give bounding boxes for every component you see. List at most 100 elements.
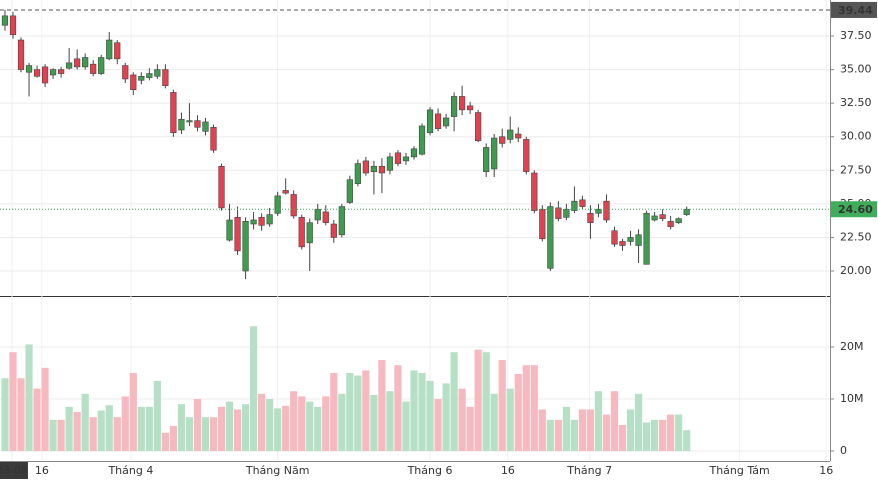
price-marker-label: 24.60: [838, 203, 873, 216]
candle-body: [370, 165, 377, 172]
x-tick-label: 16: [501, 464, 515, 477]
volume-bar: [554, 419, 562, 452]
candle-body: [290, 194, 297, 217]
volume-bar: [418, 373, 426, 452]
candle-body: [186, 120, 193, 123]
volume-bar: [354, 375, 362, 452]
x-tick-label: 16: [819, 464, 833, 477]
volume-bar: [113, 417, 121, 452]
candle-body: [306, 222, 313, 244]
candle-body: [258, 216, 265, 226]
x-tick-label: 03-08: [0, 464, 28, 477]
candle-body: [539, 208, 546, 240]
y-tick-label: 37.50: [840, 29, 872, 42]
volume-bar: [522, 365, 530, 452]
volume-bar: [338, 393, 346, 452]
volume-bar: [482, 352, 490, 452]
volume-bar: [466, 406, 474, 452]
candle-body: [218, 165, 225, 209]
volume-bar: [25, 344, 33, 452]
candle-body: [675, 218, 682, 223]
volume-bar: [274, 408, 282, 452]
candle-body: [242, 221, 249, 272]
volume-bar: [659, 419, 667, 452]
volume-bar: [17, 378, 25, 452]
volume-bar: [290, 391, 298, 452]
volume-bar: [626, 409, 635, 452]
candle-body: [507, 129, 514, 140]
volume-bar: [442, 383, 450, 452]
volume-bar: [161, 432, 169, 452]
volume-bar: [209, 417, 218, 452]
candle-body: [298, 216, 305, 248]
volume-bar: [618, 425, 627, 452]
volume-bar: [514, 374, 522, 452]
volume-bar: [378, 360, 386, 452]
volume-bar: [402, 401, 410, 452]
candle-body: [154, 69, 161, 77]
candle-body: [603, 200, 610, 221]
candle-body: [402, 156, 410, 162]
volume-bar: [586, 409, 595, 452]
candle-body: [483, 147, 490, 172]
volume-bar: [41, 367, 49, 452]
volume-bar: [145, 406, 153, 452]
candle-body: [531, 172, 538, 211]
volume-bar: [538, 409, 546, 452]
candle-body: [49, 69, 57, 76]
volume-bar: [121, 396, 129, 452]
candle-body: [579, 199, 586, 207]
x-tick-label: 16: [35, 464, 49, 477]
candle-body: [90, 63, 97, 74]
volume-bar: [9, 352, 17, 452]
candle-body: [459, 96, 466, 111]
volume-bar: [330, 373, 338, 452]
candle-body: [611, 230, 618, 245]
volume-bar: [578, 409, 587, 452]
candle-body: [170, 92, 177, 133]
volume-bar: [450, 352, 458, 452]
volume-bar: [610, 391, 619, 452]
volume-bar: [602, 414, 611, 452]
candle-body: [362, 160, 369, 174]
candle-body: [194, 120, 201, 128]
candle-body: [146, 73, 153, 78]
volume-bar: [362, 370, 370, 452]
candle-body: [1, 15, 9, 26]
volume-bar: [506, 388, 514, 452]
volume-bar: [81, 393, 89, 452]
candle-body: [106, 39, 113, 60]
candle-body: [266, 214, 273, 225]
volume-bar: [490, 393, 498, 452]
volume-bar: [675, 414, 683, 452]
price-marker-box: [831, 1, 877, 18]
candle-body: [338, 206, 345, 236]
candle-body: [314, 208, 321, 221]
candle-body: [635, 234, 642, 246]
candle-body: [547, 206, 554, 269]
candle-body: [410, 148, 418, 158]
candle-body: [475, 112, 482, 142]
candle-body: [587, 212, 594, 223]
volume-bar: [153, 380, 161, 452]
volume-bar: [298, 396, 306, 452]
price-marker-label: 39.44: [838, 4, 873, 17]
volume-bar: [225, 401, 234, 452]
y-tick-label: 27.50: [840, 163, 872, 176]
volume-bar: [193, 399, 202, 452]
candle-body: [354, 163, 361, 185]
candle-body: [499, 136, 506, 144]
candle-body: [523, 139, 530, 172]
candle-body: [122, 65, 129, 80]
candle-body: [226, 219, 233, 241]
volume-bar: [65, 406, 73, 452]
volume-bar: [683, 430, 691, 452]
volume-bar: [346, 373, 354, 452]
candle-body: [66, 62, 73, 69]
volume-bar: [97, 410, 105, 452]
candle-body: [9, 15, 17, 35]
volume-bar: [1, 378, 9, 452]
volume-bar: [570, 419, 578, 452]
candle-body: [330, 223, 337, 238]
candle-body: [33, 69, 41, 77]
